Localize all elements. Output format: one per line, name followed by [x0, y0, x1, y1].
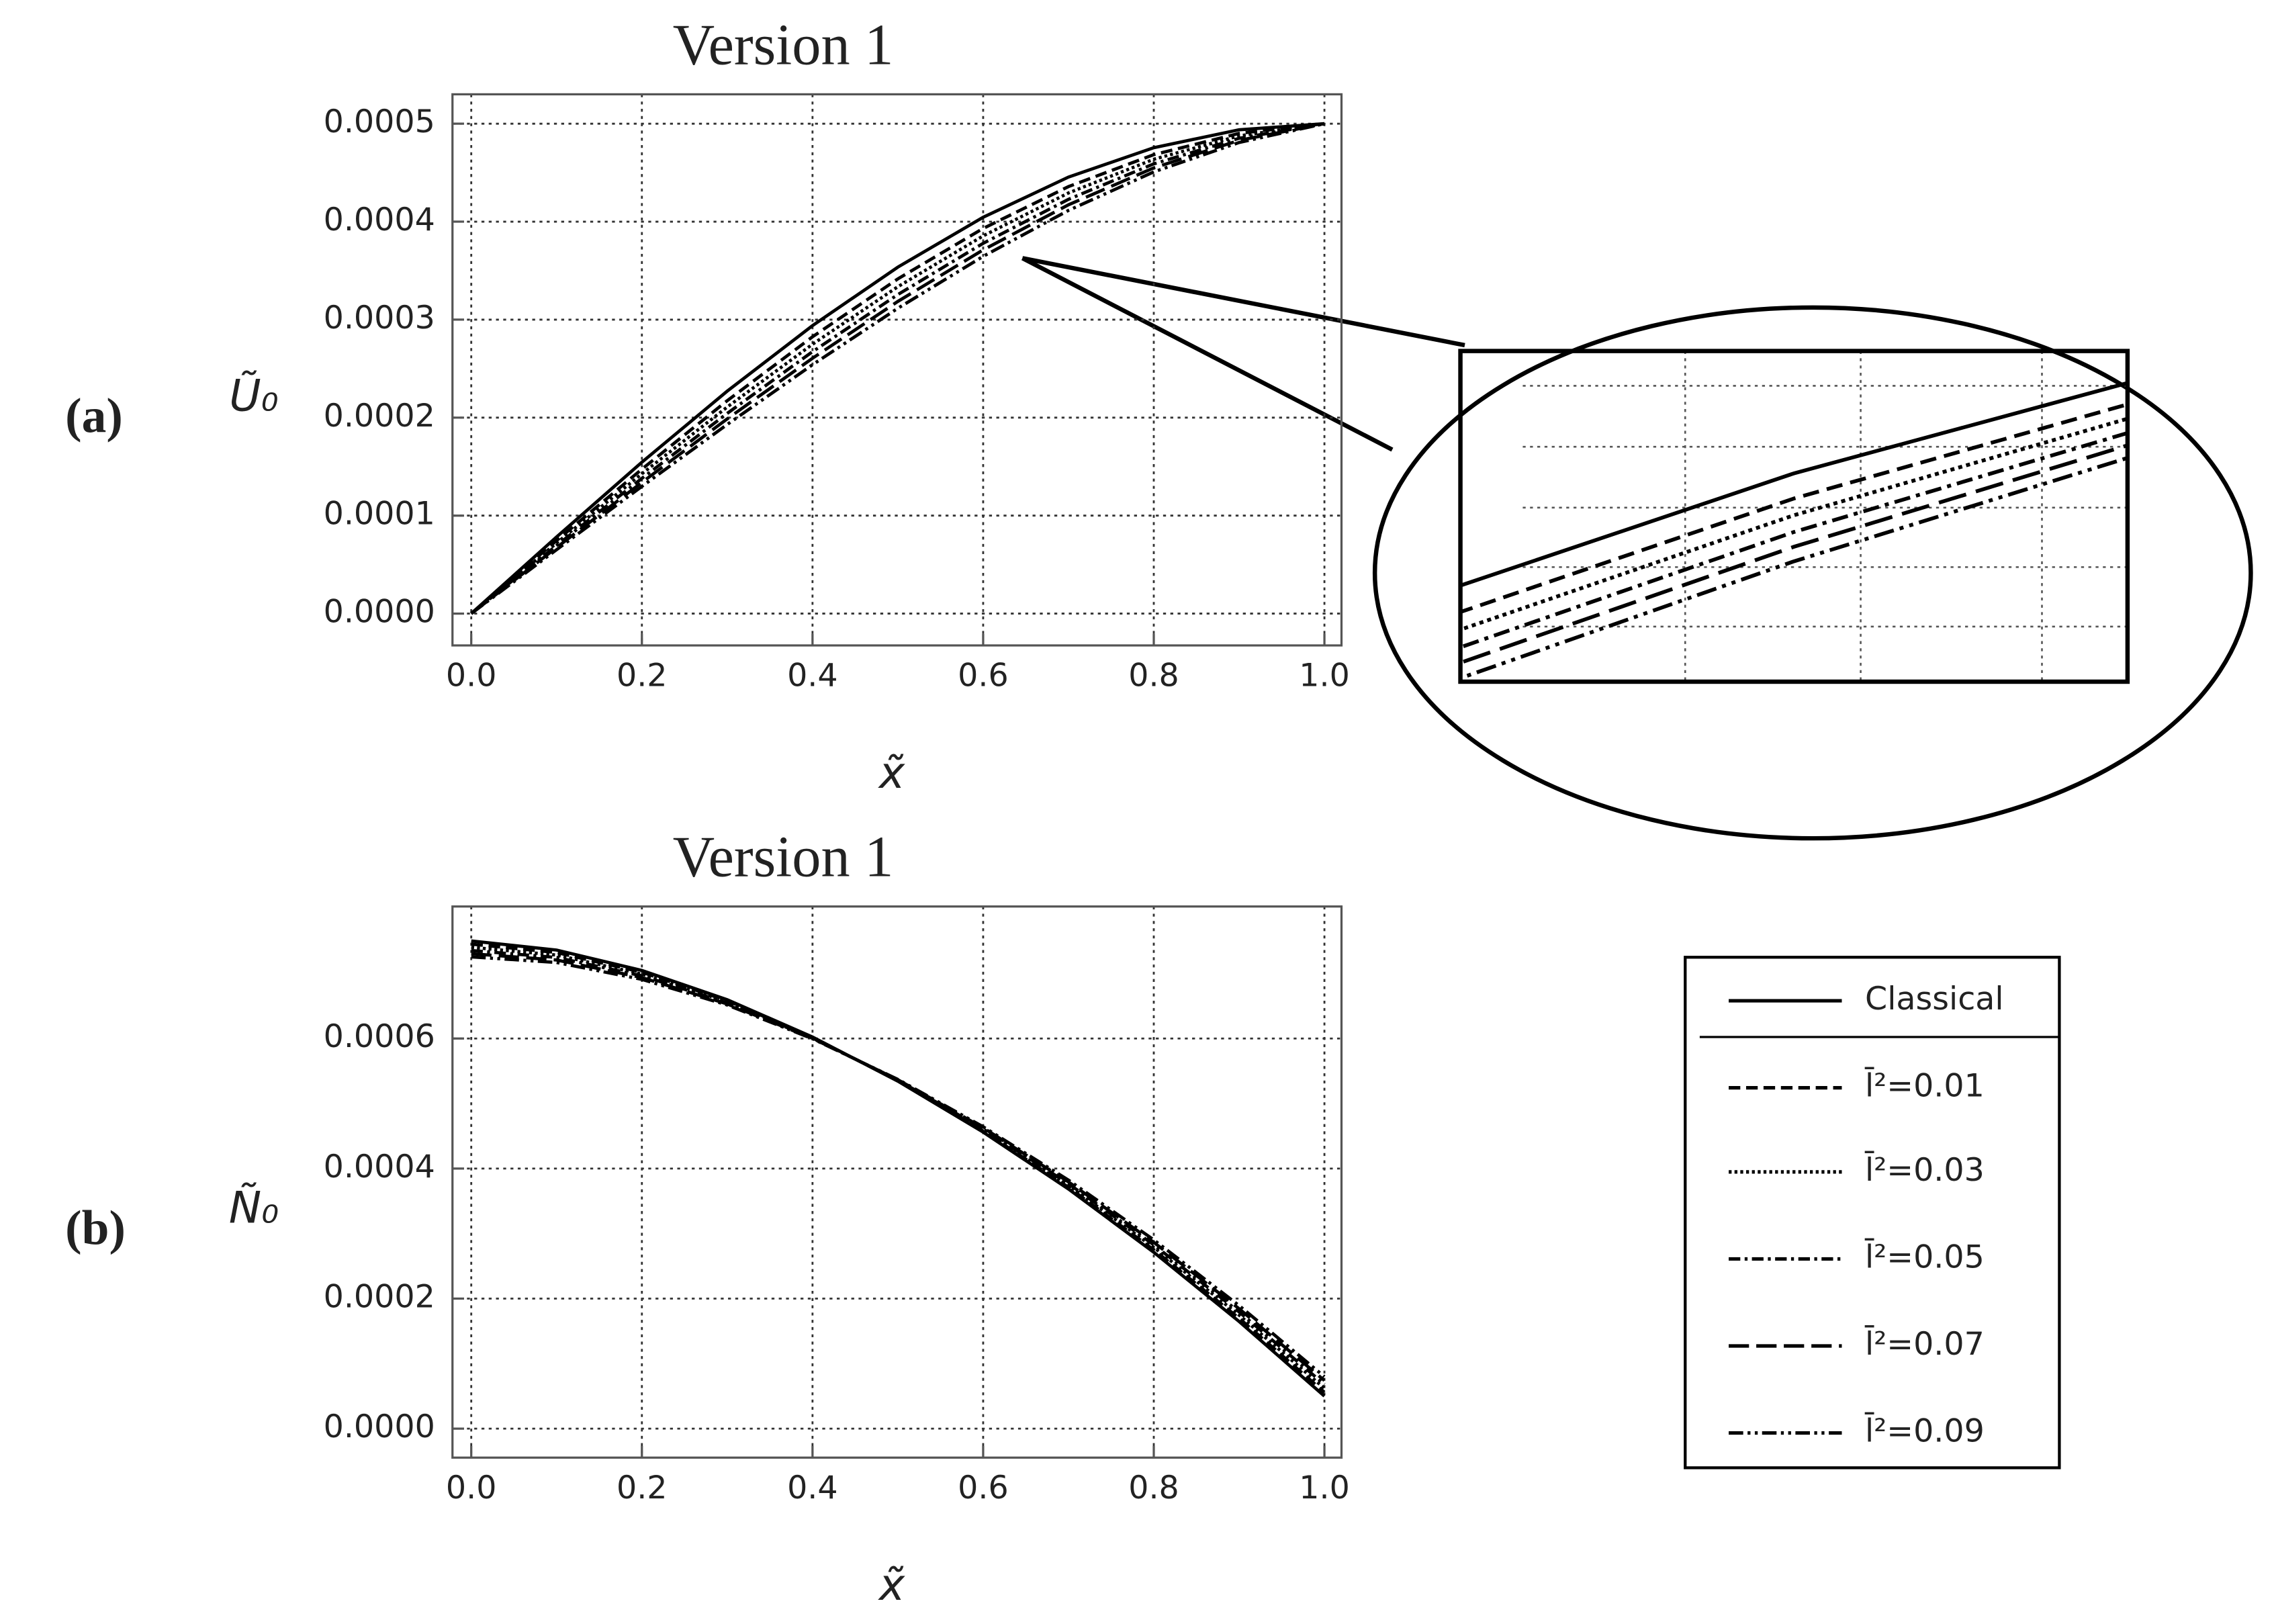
zoom-pointer — [1021, 256, 1394, 452]
x-axis-label: x̃ — [878, 748, 905, 799]
inset-frame — [1458, 349, 2130, 684]
series-line — [471, 942, 1326, 1394]
legend-label: l̄²=0.09 — [1864, 1412, 1984, 1450]
legend-box — [1684, 956, 2061, 1470]
y-tick-label: 0.0004 — [324, 201, 435, 238]
y-tick-label: 0.0001 — [324, 496, 435, 533]
y-tick-label: 0.0000 — [324, 594, 435, 631]
inset — [1460, 351, 2128, 682]
series-line — [471, 952, 1326, 1382]
y-tick-label: 0.0000 — [324, 1408, 435, 1445]
y-tick-label: 0.0006 — [324, 1018, 435, 1055]
legend-label: l̄²=0.03 — [1864, 1151, 1984, 1189]
y-tick-label: 0.0003 — [324, 300, 435, 336]
x-tick-label: 0.2 — [617, 1470, 668, 1506]
plot-frame — [451, 93, 1343, 647]
zoom-ellipse — [1372, 305, 2253, 841]
x-tick-label: 0.4 — [787, 1470, 838, 1506]
series-line — [471, 948, 1326, 1386]
y-axis-label: Ũ₀ — [229, 371, 278, 421]
legend-label: l̄²=0.01 — [1864, 1067, 1984, 1105]
x-tick-label: 0.0 — [446, 1470, 497, 1506]
x-tick-label: 0.2 — [617, 657, 668, 694]
panel-label: (a) — [65, 388, 123, 443]
x-tick-label: 1.0 — [1299, 1470, 1350, 1506]
zoom-pointer — [1021, 256, 1465, 348]
y-tick-label: 0.0005 — [324, 103, 435, 140]
series-line — [470, 122, 1325, 615]
x-tick-label: 0.6 — [958, 657, 1009, 694]
series-line — [470, 122, 1325, 615]
series-line — [470, 122, 1325, 615]
y-tick-label: 0.0004 — [324, 1148, 435, 1185]
y-tick-label: 0.0002 — [324, 398, 435, 435]
panel-label: (b) — [65, 1200, 126, 1255]
chart-title: Version 1 — [673, 12, 894, 77]
series-line — [470, 122, 1325, 615]
series-line — [470, 122, 1325, 615]
legend-label: Classical — [1865, 981, 2004, 1018]
chart-title: Version 1 — [673, 825, 894, 889]
y-tick-label: 0.0002 — [324, 1278, 435, 1315]
legend-label: l̄²=0.05 — [1864, 1238, 1984, 1276]
y-axis-label: Ñ₀ — [229, 1183, 279, 1234]
x-tick-label: 0.8 — [1128, 657, 1179, 694]
plot-frame — [451, 905, 1343, 1459]
series-line — [471, 955, 1326, 1378]
series-line — [470, 122, 1325, 615]
x-axis-label: x̃ — [878, 1560, 905, 1611]
inset-grid — [1522, 351, 2128, 682]
legend-label: l̄²=0.07 — [1864, 1324, 1984, 1363]
x-tick-label: 0.8 — [1128, 1470, 1179, 1506]
x-tick-label: 1.0 — [1299, 657, 1350, 694]
x-tick-label: 0.6 — [958, 1470, 1009, 1506]
x-tick-label: 0.4 — [787, 657, 838, 694]
x-tick-label: 0.0 — [446, 657, 497, 694]
